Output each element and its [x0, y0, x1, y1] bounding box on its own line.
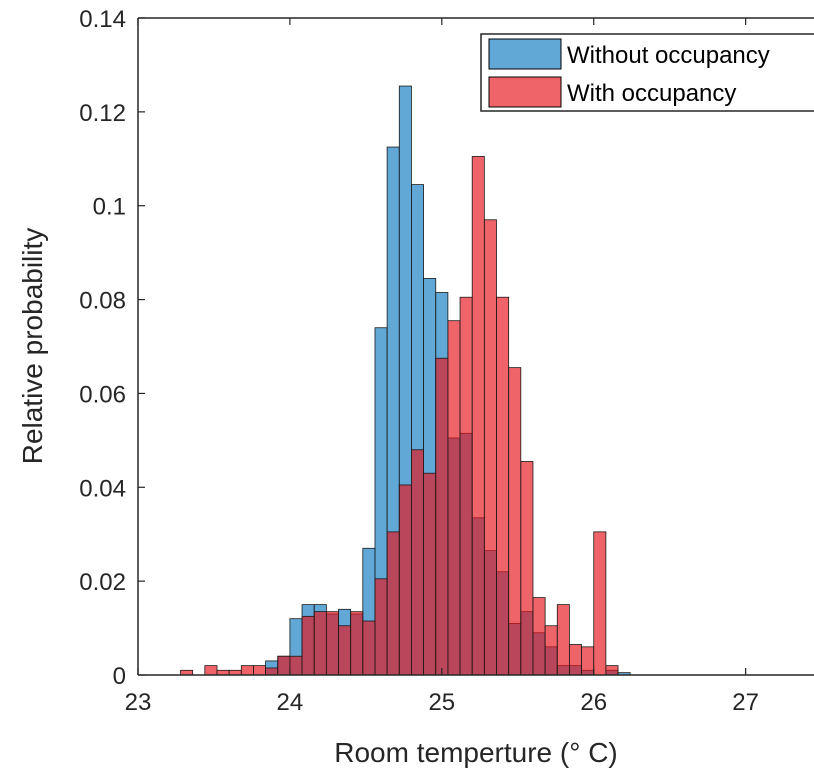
histogram-bar	[265, 667, 279, 676]
ticks-layer: 23 24 25 26 27 0 0.02 0.04 0.06 0.08 0.1 0.12 0.14	[79, 6, 759, 716]
legend-swatch-with-occupancy	[488, 76, 562, 108]
histogram-bar	[289, 655, 303, 676]
histogram-bar	[496, 296, 510, 676]
histogram-bar	[362, 620, 376, 676]
x-axis-label: Room temperture (° C)	[334, 737, 618, 768]
histogram-bar	[253, 665, 266, 676]
histogram-bar	[204, 665, 218, 676]
histogram-bar	[447, 320, 461, 676]
legend-swatch-without-occupancy	[488, 38, 562, 70]
histogram-bar	[520, 461, 534, 676]
histogram-bar	[338, 625, 352, 676]
y-tick-label: 0.02	[79, 569, 126, 596]
histogram-bar	[423, 472, 437, 676]
y-axis-label: Relative probability	[17, 228, 48, 465]
histogram-bar	[508, 367, 522, 676]
bars-layer	[180, 85, 631, 676]
histogram-bar	[277, 655, 291, 676]
histogram-bar	[374, 578, 388, 676]
y-tick-label: 0.06	[79, 381, 126, 408]
histogram-bar	[532, 597, 546, 676]
histogram-bar	[556, 604, 570, 676]
x-tick-label: 26	[580, 689, 607, 716]
histogram-bar	[386, 531, 400, 676]
y-tick-label: 0.04	[79, 475, 126, 502]
legend-label-without-occupancy: Without occupancy	[567, 42, 770, 69]
histogram-bar	[398, 484, 412, 676]
histogram-bar	[544, 625, 558, 676]
axes-layer	[137, 17, 814, 676]
x-tick-label: 23	[125, 689, 152, 716]
histogram-bar	[313, 611, 327, 676]
y-tick-label: 0	[113, 663, 126, 690]
histogram-bar	[459, 296, 473, 676]
series-1-bars	[180, 156, 619, 676]
histogram-bar	[593, 531, 607, 676]
y-tick-label: 0.12	[79, 100, 126, 127]
histogram-bar	[471, 156, 485, 676]
y-tick-label: 0.1	[93, 194, 126, 221]
x-tick-label: 25	[428, 689, 455, 716]
histogram-bar	[325, 611, 339, 676]
histogram-bar	[435, 357, 449, 676]
x-tick-label: 24	[277, 689, 304, 716]
legend: Without occupancy With occupancy	[480, 33, 814, 112]
histogram-bar	[301, 615, 315, 676]
x-tick-label: 27	[732, 689, 759, 716]
histogram-bar	[605, 665, 619, 676]
y-tick-label: 0.14	[79, 6, 126, 33]
legend-label-with-occupancy: With occupancy	[567, 80, 736, 107]
histogram-bar	[569, 644, 582, 676]
histogram-bar	[411, 449, 424, 676]
histogram-bar	[240, 665, 254, 676]
histogram-bar	[350, 611, 364, 676]
y-tick-label: 0.08	[79, 288, 126, 315]
histogram-bar	[483, 219, 497, 676]
histogram-bar	[581, 646, 595, 676]
